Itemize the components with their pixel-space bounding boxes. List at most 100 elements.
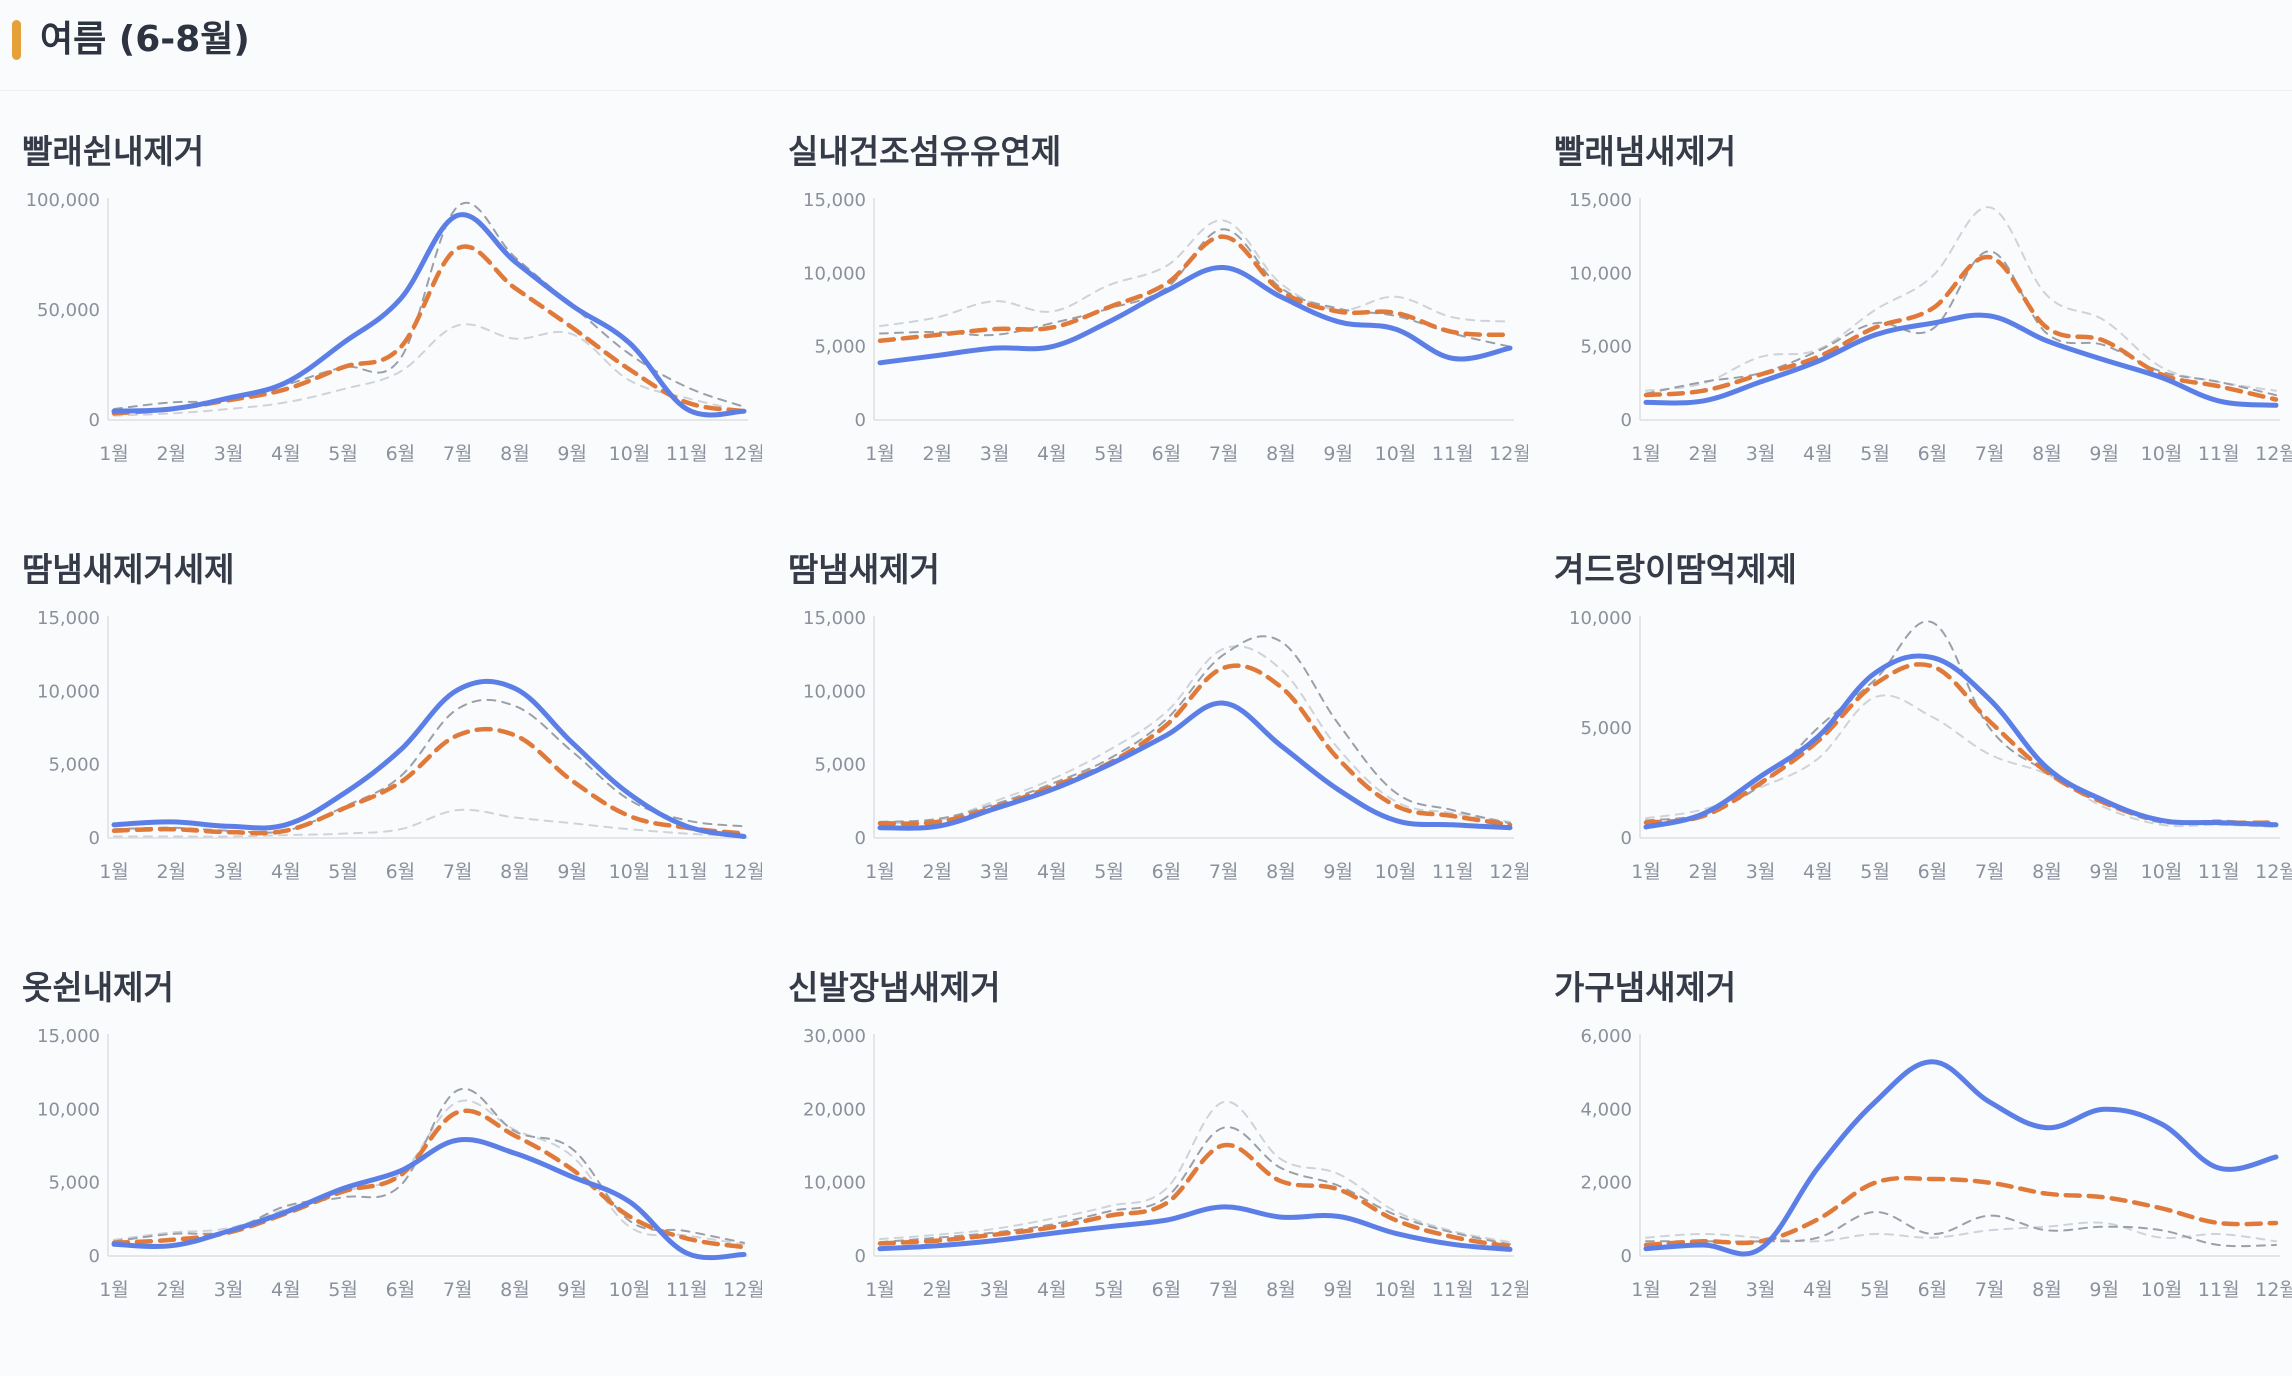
section-header: 여름 (6-8월) <box>0 0 2292 91</box>
x-tick-label: 2월 <box>922 861 952 883</box>
chart-panel: 가구냄새제거 0 2,000 4,000 6,000 1월 2월 3월 4월 5월 6월 7월 8월 9… <box>1554 966 2292 1376</box>
chart-panel: 빨래냄새제거 0 5,000 10,000 15,000 1월 2월 3월 4월 5월 6월 7월 8… <box>1554 130 2292 540</box>
series-line-grey <box>113 1087 745 1244</box>
y-tick-label: 15,000 <box>37 608 100 629</box>
series-line-light <box>879 219 1511 328</box>
series-line-light <box>879 1100 1511 1244</box>
x-tick-label: 5월 <box>328 861 358 883</box>
x-tick-label: 9월 <box>2089 443 2119 465</box>
x-tick-label: 5월 <box>1860 443 1890 465</box>
x-tick-label: 11월 <box>2198 861 2240 883</box>
x-tick-label: 5월 <box>1094 1279 1124 1301</box>
x-tick-label: 3월 <box>1746 1279 1776 1301</box>
line-chart: 0 5,000 10,000 15,000 1월 2월 3월 4월 5월 6월 7월 8월 9월 10월 1… <box>37 1026 762 1301</box>
series-line-solid <box>1643 1059 2279 1257</box>
x-tick-label: 6월 <box>1918 1279 1948 1301</box>
chart-title: 겨드랑이땀억제제 <box>1554 550 1797 589</box>
series-line-solid <box>877 1204 1513 1252</box>
x-tick-label: 5월 <box>1094 861 1124 883</box>
x-tick-label: 9월 <box>1323 443 1353 465</box>
x-tick-label: 6월 <box>386 443 416 465</box>
y-tick-label: 0 <box>855 828 866 849</box>
x-tick-label: 3월 <box>1746 443 1776 465</box>
chart-title: 옷쉰내제거 <box>22 968 174 1007</box>
chart-panel: 옷쉰내제거 0 5,000 10,000 15,000 1월 2월 3월 4월 5월 6월 7월 8월… <box>22 966 782 1376</box>
line-chart: 0 5,000 10,000 1월 2월 3월 4월 5월 6월 7월 8월 9월 10월 11월 12월 <box>1569 608 2292 883</box>
x-tick-label: 1월 <box>865 861 895 883</box>
x-tick-label: 6월 <box>386 861 416 883</box>
y-tick-label: 30,000 <box>803 1026 866 1047</box>
x-tick-label: 5월 <box>328 443 358 465</box>
x-tick-label: 2월 <box>922 1279 952 1301</box>
x-tick-label: 4월 <box>1037 861 1067 883</box>
x-tick-label: 7월 <box>1209 861 1239 883</box>
series-line-dashed <box>1643 1175 2279 1248</box>
x-tick-label: 3월 <box>980 861 1010 883</box>
series-line-solid <box>111 678 747 839</box>
y-tick-label: 5,000 <box>814 755 866 776</box>
series-line-dashed <box>111 244 747 416</box>
series-line-dashed <box>877 663 1513 828</box>
series-line-grey <box>1645 250 2277 397</box>
x-tick-label: 3월 <box>214 861 244 883</box>
x-tick-label: 12월 <box>1489 443 1528 465</box>
series-line-solid <box>111 212 747 418</box>
x-tick-label: 1월 <box>1631 1279 1661 1301</box>
x-tick-label: 11월 <box>666 861 708 883</box>
x-tick-label: 8월 <box>1266 1279 1296 1301</box>
x-tick-label: 5월 <box>328 1279 358 1301</box>
y-tick-label: 15,000 <box>1569 190 1632 211</box>
x-tick-label: 12월 <box>1489 1279 1528 1301</box>
chart-title: 땀냄새제거 <box>788 550 940 589</box>
x-tick-label: 6월 <box>1918 443 1948 465</box>
x-tick-label: 9월 <box>557 1279 587 1301</box>
chart-grid: 빨래쉰내제거 0 50,000 100,000 1월 2월 3월 4월 5월 6월 7월 8월 9월 1… <box>22 130 2292 1301</box>
x-tick-label: 2월 <box>156 443 186 465</box>
x-tick-label: 1월 <box>99 1279 129 1301</box>
chart-panel: 땀냄새제거 0 5,000 10,000 15,000 1월 2월 3월 4월 5월 6월 7월 8월… <box>788 548 1548 958</box>
y-tick-label: 0 <box>855 1246 866 1267</box>
x-tick-label: 9월 <box>557 861 587 883</box>
series-line-solid <box>111 1137 747 1261</box>
x-tick-label: 3월 <box>1746 861 1776 883</box>
chart-title: 신발장냄새제거 <box>788 968 1001 1007</box>
y-tick-label: 0 <box>1621 1246 1632 1267</box>
y-tick-label: 2,000 <box>1580 1173 1632 1194</box>
line-chart: 0 5,000 10,000 15,000 1월 2월 3월 4월 5월 6월 7월 8월 9월 10월 1… <box>37 608 762 883</box>
y-tick-label: 6,000 <box>1580 1026 1632 1047</box>
x-tick-label: 7월 <box>1975 443 2005 465</box>
x-tick-label: 2월 <box>922 443 952 465</box>
x-tick-label: 9월 <box>1323 1279 1353 1301</box>
x-tick-label: 11월 <box>1432 443 1474 465</box>
x-tick-label: 12월 <box>2255 1279 2292 1301</box>
x-tick-label: 11월 <box>666 1279 708 1301</box>
x-tick-label: 11월 <box>1432 1279 1474 1301</box>
x-tick-label: 4월 <box>1803 861 1833 883</box>
x-tick-label: 12월 <box>1489 861 1528 883</box>
x-tick-label: 7월 <box>443 443 473 465</box>
x-tick-label: 6월 <box>1152 861 1182 883</box>
y-tick-label: 15,000 <box>803 608 866 629</box>
y-tick-label: 10,000 <box>803 681 866 702</box>
x-tick-label: 10월 <box>1375 443 1417 465</box>
x-tick-label: 1월 <box>1631 443 1661 465</box>
y-tick-label: 100,000 <box>26 190 100 211</box>
chart-title: 빨래쉰내제거 <box>22 132 205 171</box>
series-line-dashed <box>877 234 1513 344</box>
x-tick-label: 11월 <box>2198 443 2240 465</box>
line-chart: 0 5,000 10,000 15,000 1월 2월 3월 4월 5월 6월 7월 8월 9월 10월 1… <box>803 190 1528 465</box>
x-tick-label: 4월 <box>271 861 301 883</box>
series-line-solid <box>877 264 1513 366</box>
series-line-dashed <box>111 726 747 836</box>
x-tick-label: 1월 <box>865 1279 895 1301</box>
x-tick-label: 7월 <box>1209 1279 1239 1301</box>
y-tick-label: 10,000 <box>37 1099 100 1120</box>
x-tick-label: 12월 <box>723 443 762 465</box>
series-line-grey <box>113 698 745 834</box>
y-tick-label: 0 <box>89 410 100 431</box>
x-tick-label: 2월 <box>1688 1279 1718 1301</box>
y-tick-label: 50,000 <box>37 300 100 321</box>
line-chart: 0 5,000 10,000 15,000 1월 2월 3월 4월 5월 6월 7월 8월 9월 10월 1… <box>1569 190 2292 465</box>
series-line-light <box>113 1099 745 1246</box>
x-tick-label: 10월 <box>1375 861 1417 883</box>
